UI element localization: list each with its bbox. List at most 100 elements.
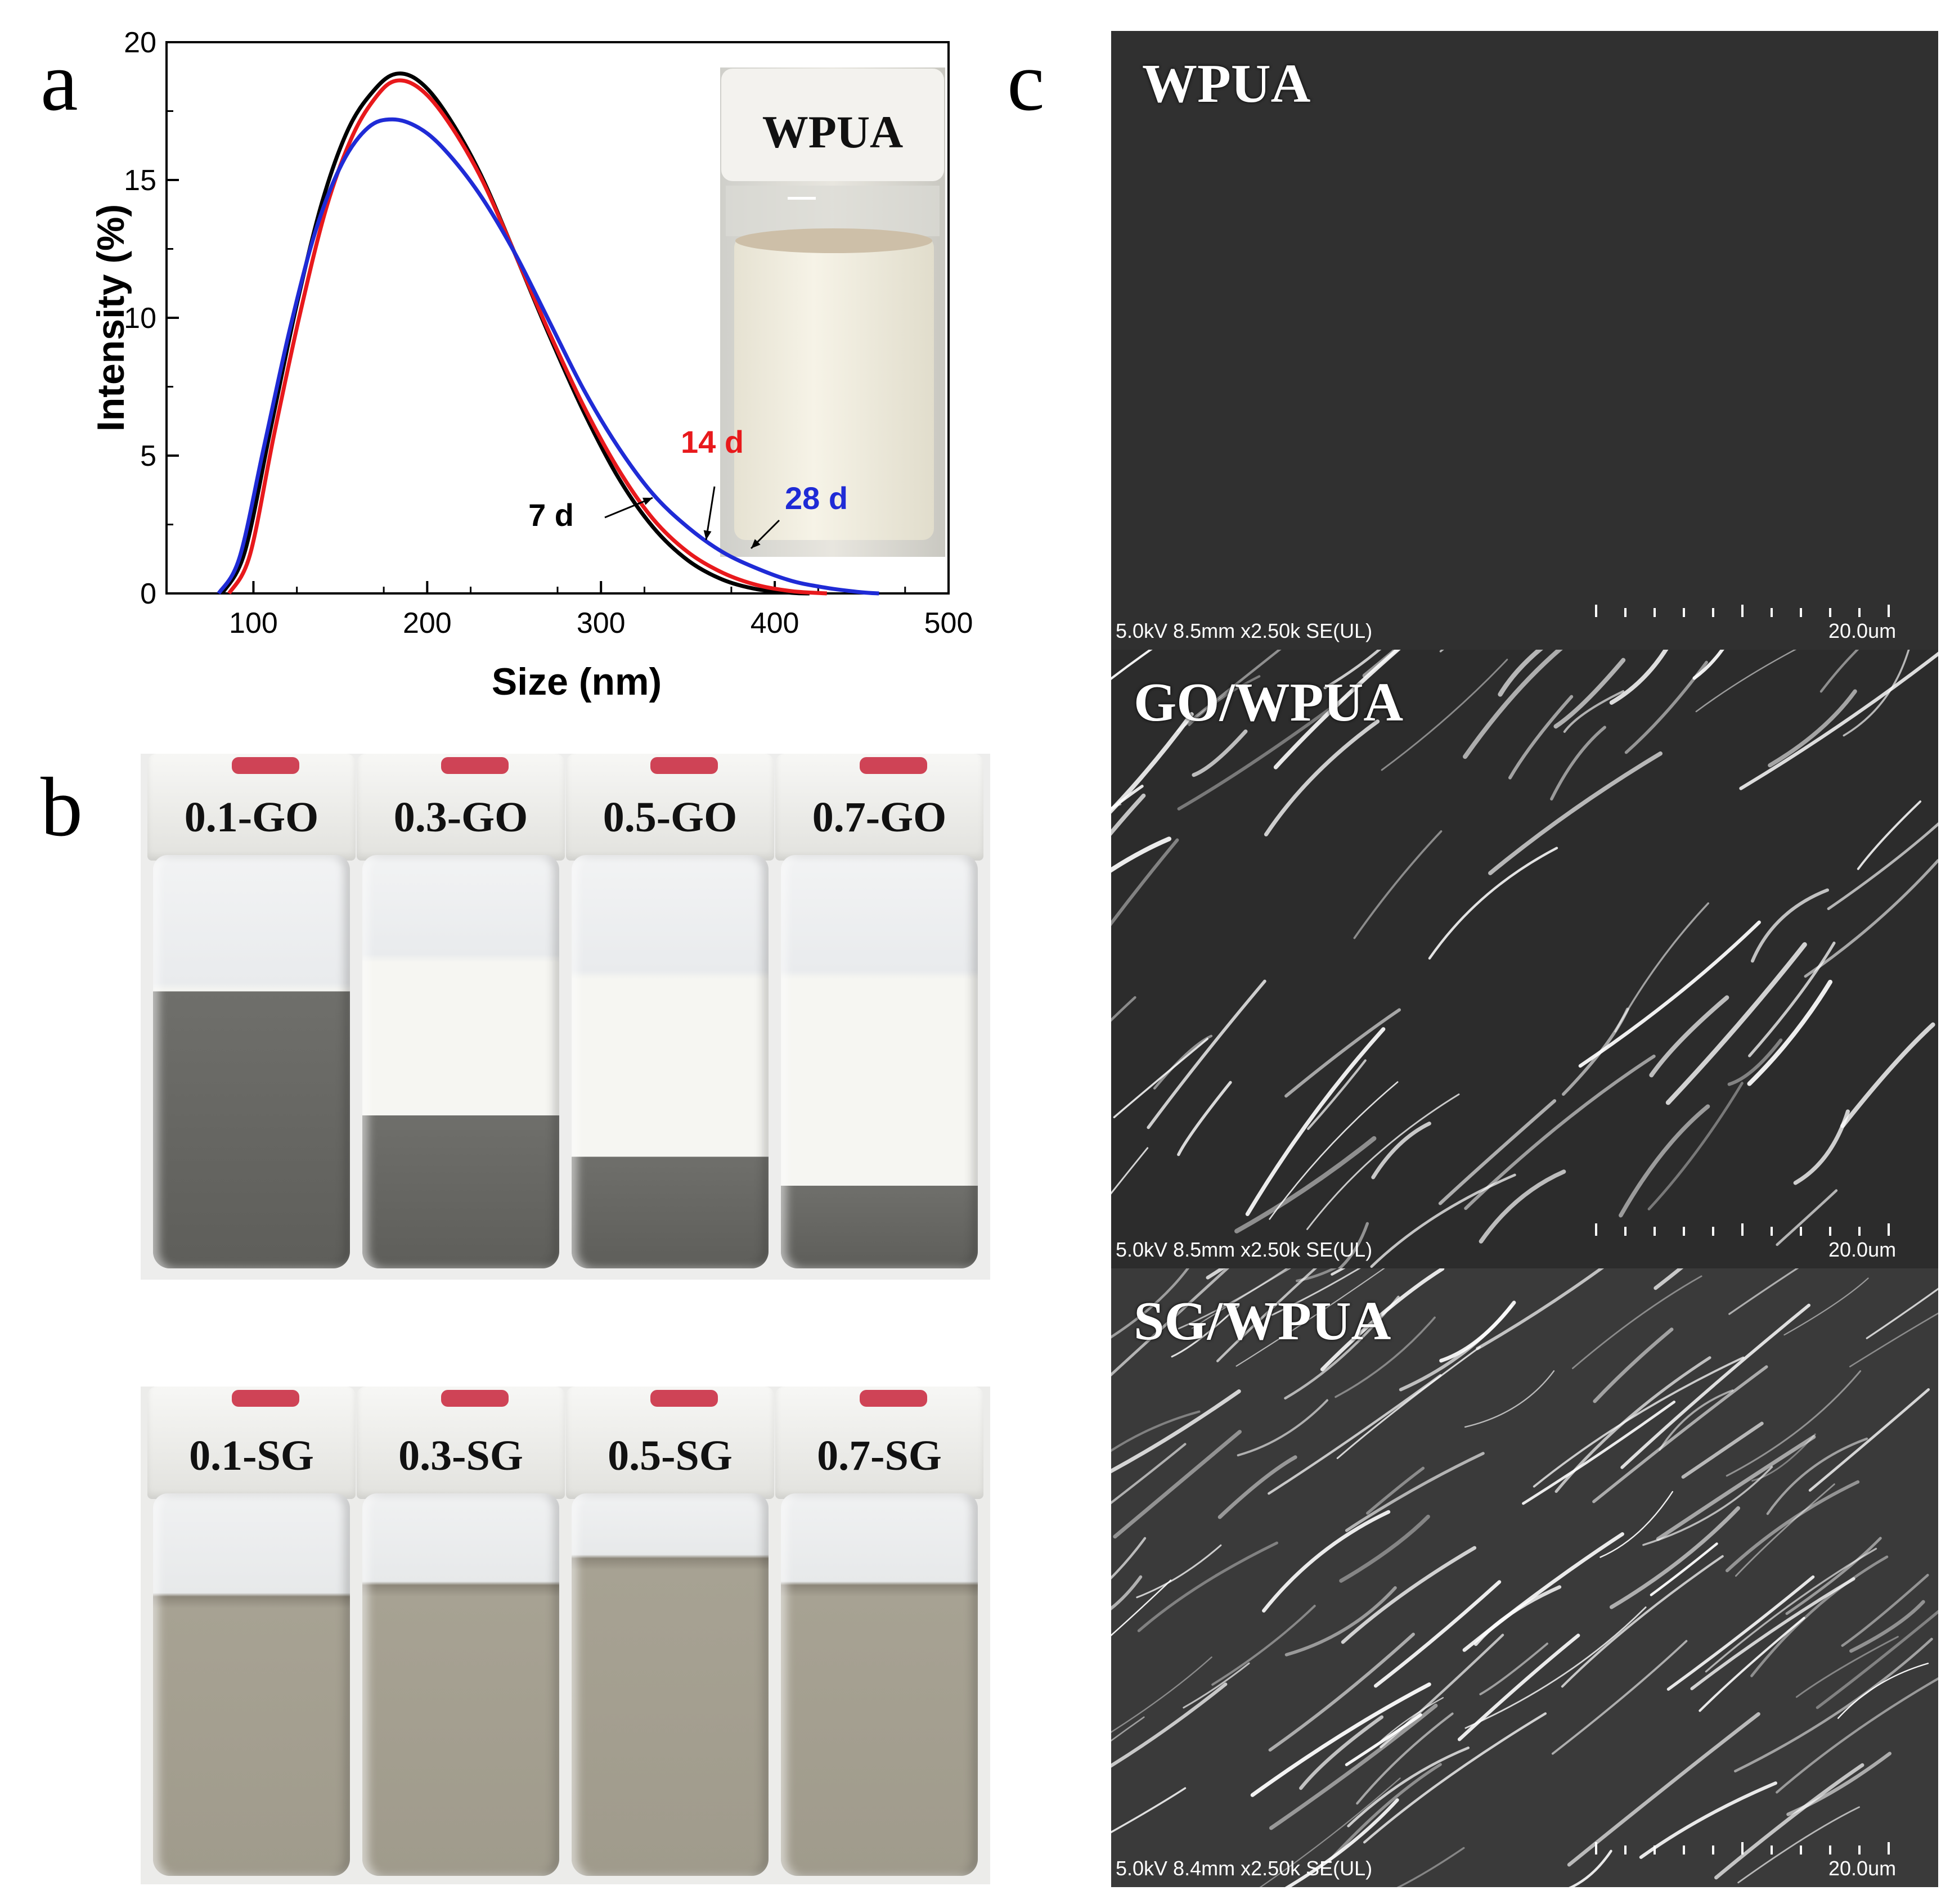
cap-seal bbox=[650, 757, 718, 774]
sem-feature bbox=[1337, 1222, 1369, 1268]
scale-tick bbox=[1683, 1227, 1685, 1236]
go-vials-photo: 0.1-GO 0.3-GO 0.5-GO 0.7-GO bbox=[141, 754, 990, 1280]
cap-seal bbox=[232, 1390, 299, 1407]
sem-feature bbox=[1795, 1636, 1899, 1698]
y-tick-label: 5 bbox=[140, 440, 156, 472]
panel-letter-c: c bbox=[1007, 35, 1045, 128]
annotation-arrowhead-1 bbox=[703, 530, 712, 540]
sem-feature bbox=[1396, 1847, 1465, 1887]
x-tick-label: 200 bbox=[403, 607, 452, 640]
sem-feature bbox=[1136, 1544, 1222, 1599]
scale-tick bbox=[1858, 1846, 1861, 1855]
sem-feature bbox=[1245, 1027, 1386, 1216]
vial-label: 0.3-GO bbox=[393, 794, 528, 841]
y-axis-label: Intensity (%) bbox=[89, 204, 132, 431]
scale-tick bbox=[1683, 608, 1685, 617]
scale-tick bbox=[1888, 605, 1890, 617]
sem-feature bbox=[1620, 1303, 1811, 1469]
sem-feature bbox=[1695, 650, 1797, 713]
sem-feature bbox=[1488, 751, 1663, 875]
scale-label: 20.0um bbox=[1828, 1238, 1897, 1261]
x-tick-label: 400 bbox=[751, 607, 799, 640]
panel-letter-a: a bbox=[41, 35, 78, 128]
cap-seal bbox=[441, 757, 509, 774]
x-tick-label: 100 bbox=[229, 607, 278, 640]
sem-feature bbox=[1747, 979, 1833, 1086]
sem-feature bbox=[1464, 1370, 1555, 1428]
sem-feature bbox=[1284, 1295, 1400, 1400]
sem-feature bbox=[1269, 1081, 1399, 1220]
vial bbox=[781, 1493, 978, 1876]
y-tick-label: 15 bbox=[124, 164, 156, 197]
x-tick-label: 500 bbox=[924, 607, 973, 640]
scale-tick bbox=[1858, 608, 1861, 617]
sem-feature bbox=[1111, 1716, 1145, 1742]
sem-feature bbox=[1347, 1747, 1470, 1828]
sem-feature bbox=[1578, 920, 1761, 1068]
sem-feature bbox=[1353, 830, 1443, 939]
scale-tick bbox=[1683, 1846, 1685, 1855]
annotation-label-2: 28 d bbox=[785, 480, 848, 516]
scale-bar bbox=[1595, 605, 1899, 617]
scale-tick bbox=[1654, 1846, 1656, 1855]
sem-feature bbox=[1568, 1849, 1612, 1887]
scale-tick bbox=[1829, 1846, 1831, 1855]
sem-feature bbox=[1816, 1610, 1938, 1709]
sem-feature bbox=[1192, 729, 1248, 777]
sem-feature bbox=[1619, 1104, 1710, 1218]
sem-feature bbox=[1380, 1633, 1504, 1749]
sem-feature bbox=[1463, 650, 1563, 759]
scale-tick bbox=[1624, 1846, 1627, 1855]
sem-feature bbox=[1111, 650, 1153, 681]
sem-feature bbox=[1827, 822, 1938, 911]
sem-feature bbox=[1171, 1304, 1240, 1358]
scale-tick bbox=[1741, 1223, 1744, 1236]
x-tick-label: 300 bbox=[577, 607, 626, 640]
sem-feature bbox=[1371, 1122, 1431, 1180]
sem-feature bbox=[1705, 1547, 1877, 1673]
sem-feature bbox=[1639, 1781, 1777, 1859]
sem-feature bbox=[1659, 1389, 1734, 1451]
sem-feature bbox=[1750, 888, 1830, 963]
scale-label: 20.0um bbox=[1828, 1857, 1897, 1880]
sem-feature bbox=[1235, 1268, 1385, 1367]
sg-vials-photo: 0.1-SG 0.3-SG 0.5-SG 0.7-SG bbox=[141, 1387, 990, 1884]
scale-tick bbox=[1741, 605, 1744, 617]
sem-feature bbox=[1177, 1081, 1232, 1156]
sem-feature bbox=[1533, 1356, 1745, 1488]
annotation-label-1: 14 d bbox=[681, 424, 744, 460]
sem-feature bbox=[1234, 1136, 1377, 1234]
sem-feature bbox=[1599, 1491, 1674, 1558]
sem-image-go-wpua: GO/WPUA 5.0kV 8.5mm x2.50k SE(UL) 20.0um bbox=[1111, 650, 1938, 1268]
sem-feature bbox=[1649, 995, 1729, 1078]
annotation-arrowhead-2 bbox=[751, 539, 761, 548]
sem-feature bbox=[1748, 941, 1836, 1057]
scale-tick bbox=[1624, 608, 1627, 617]
sem-feature bbox=[1111, 1389, 1241, 1474]
sem-feature bbox=[1111, 1575, 1143, 1610]
sem-feature bbox=[1211, 1605, 1316, 1686]
sem-feature bbox=[1336, 1346, 1481, 1459]
sem-feature bbox=[1841, 1574, 1929, 1647]
scale-tick bbox=[1800, 1227, 1802, 1236]
sem-feature bbox=[1593, 1327, 1674, 1403]
sem-feature bbox=[1561, 1555, 1724, 1688]
sem-feature bbox=[1111, 1147, 1149, 1195]
vial bbox=[362, 855, 559, 1268]
scale-tick bbox=[1800, 1846, 1802, 1855]
scale-tick bbox=[1624, 1227, 1627, 1236]
sem-feature bbox=[1438, 1099, 1557, 1205]
sem-feature bbox=[1284, 1798, 1399, 1887]
sem-feature bbox=[1849, 1312, 1938, 1367]
sem-feature bbox=[1111, 996, 1136, 1022]
scale-tick bbox=[1800, 608, 1802, 617]
sem-feature bbox=[1268, 1632, 1415, 1752]
scale-tick bbox=[1741, 1842, 1744, 1855]
sem-feature bbox=[1783, 1277, 1869, 1336]
sem-feature bbox=[1522, 1401, 1676, 1505]
x-axis-label: Size (nm) bbox=[492, 660, 662, 703]
scale-bar bbox=[1595, 1223, 1899, 1236]
sem-feature bbox=[1259, 1777, 1401, 1887]
vial-label: 0.5-SG bbox=[608, 1432, 733, 1479]
cap-seal bbox=[650, 1390, 718, 1407]
